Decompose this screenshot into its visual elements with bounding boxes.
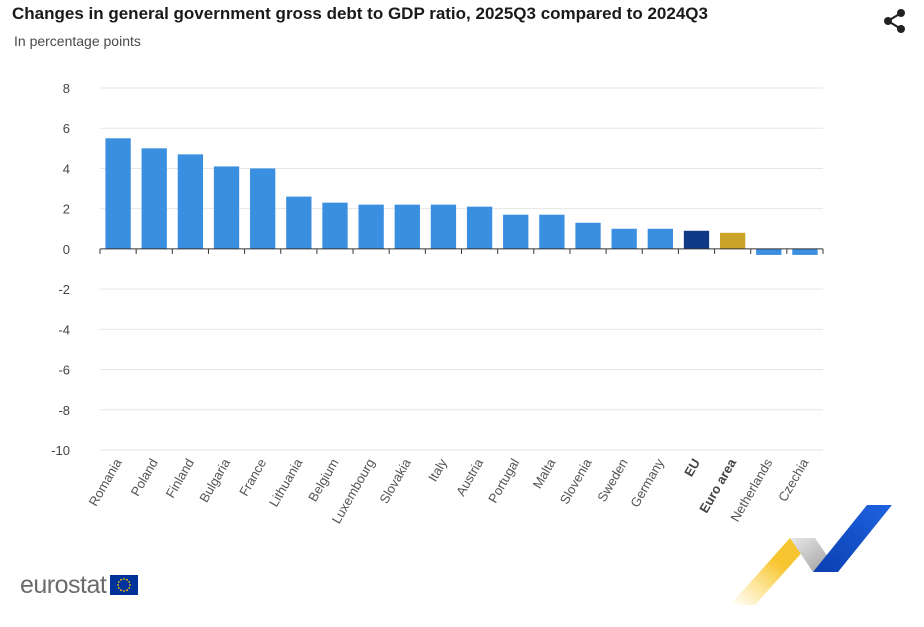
- y-tick-label: 4: [63, 161, 70, 176]
- y-tick-label: -2: [58, 282, 70, 297]
- eurostat-wordmark: eurostat: [20, 570, 107, 599]
- bar-austria[interactable]: [466, 206, 493, 249]
- x-tick-label: Austria: [453, 455, 487, 498]
- x-tick-label: Italy: [425, 456, 450, 485]
- bar-portugal[interactable]: [503, 214, 529, 249]
- bar-eu[interactable]: [683, 230, 710, 249]
- brand-graphic: [730, 505, 892, 605]
- bar-belgium[interactable]: [322, 202, 348, 249]
- bar-germany[interactable]: [647, 228, 673, 249]
- bar-slovenia[interactable]: [575, 222, 601, 249]
- x-tick-label: Germany: [627, 456, 667, 510]
- y-tick-label: 6: [63, 121, 70, 136]
- bar-france[interactable]: [250, 168, 276, 249]
- x-axis-labels: Romania Poland Finland Bulgaria FranceLithua…: [86, 455, 812, 526]
- bar-euro-area[interactable]: [719, 232, 746, 249]
- x-tick-label: Belgium: [305, 456, 341, 504]
- x-tick-label: Slovenia: [557, 455, 595, 506]
- x-tick-label: Malta: [530, 455, 559, 491]
- y-tick-label: -6: [58, 363, 70, 378]
- x-tick-label: France: [236, 456, 269, 499]
- bar-italy[interactable]: [430, 204, 457, 249]
- bar-czechia[interactable]: [792, 248, 818, 255]
- y-tick-label: -8: [58, 403, 70, 418]
- bar-bulgaria[interactable]: [213, 166, 240, 249]
- bar-luxembourg[interactable]: [358, 204, 384, 249]
- eu-flag-icon: [110, 575, 139, 595]
- gridlines: [100, 87, 823, 451]
- bar-romania[interactable]: [105, 138, 131, 249]
- x-tick-label: Sweden: [594, 456, 630, 504]
- bar-netherlands[interactable]: [756, 248, 782, 255]
- x-tick-label: Bulgaria: [196, 455, 233, 504]
- y-tick-label: -4: [58, 322, 70, 337]
- bar-poland[interactable]: [141, 148, 167, 249]
- y-tick-label: -10: [51, 443, 70, 458]
- zero-axis-line: [99, 248, 824, 254]
- bar-slovakia[interactable]: [394, 204, 420, 249]
- eurostat-logo: eurostat: [20, 570, 139, 600]
- x-tick-label: Portugal: [485, 456, 522, 506]
- x-tick-label: EU: [681, 456, 703, 479]
- y-tick-label: 0: [63, 242, 70, 257]
- share-icon[interactable]: [882, 8, 908, 34]
- y-tick-label: 8: [63, 81, 70, 96]
- x-tick-label: Romania: [86, 455, 125, 508]
- x-tick-label: Slovakia: [376, 455, 414, 506]
- x-tick-label: Poland: [128, 456, 161, 499]
- chart-subtitle: In percentage points: [14, 33, 141, 49]
- bar-lithuania[interactable]: [286, 196, 312, 249]
- x-tick-label: Czechia: [775, 455, 812, 504]
- bar-finland[interactable]: [177, 154, 204, 249]
- y-tick-label: 2: [63, 202, 70, 217]
- chart-title: Changes in general government gross debt…: [12, 4, 708, 23]
- bar-malta[interactable]: [539, 214, 565, 249]
- bar-sweden[interactable]: [611, 228, 637, 249]
- x-tick-label: Finland: [163, 456, 197, 500]
- x-tick-label: Lithuania: [266, 455, 306, 509]
- y-axis-ticks: 8 6 4 2 0 -2 -4 -6 -8 -10: [51, 81, 70, 458]
- bars: [105, 138, 818, 255]
